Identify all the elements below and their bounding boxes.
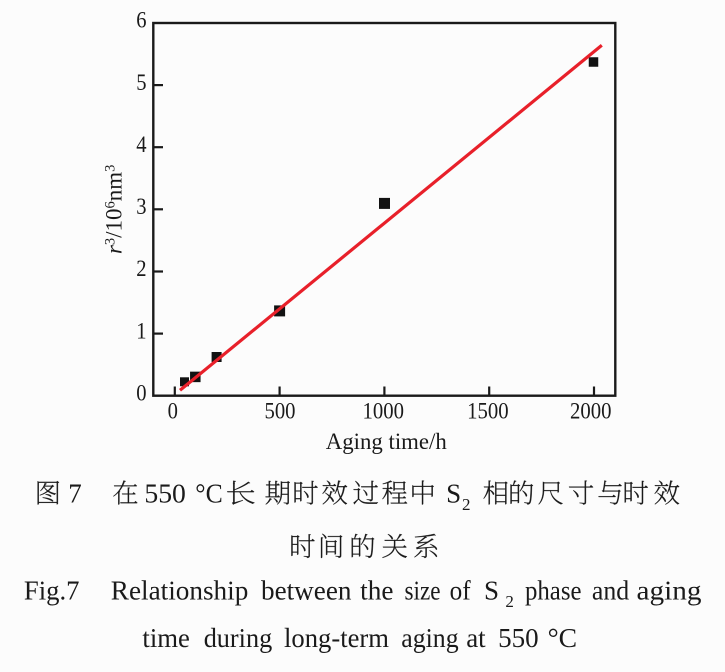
svg-text:of: of — [450, 576, 471, 606]
svg-text:1500: 1500 — [467, 398, 509, 424]
svg-text:aging: aging — [637, 576, 702, 606]
svg-text:°C: °C — [548, 623, 578, 653]
svg-text:the: the — [360, 576, 393, 606]
svg-text:S: S — [484, 576, 499, 606]
svg-text:7: 7 — [68, 479, 82, 509]
svg-text:1: 1 — [136, 318, 146, 344]
svg-text:2: 2 — [136, 256, 146, 282]
svg-text:at: at — [466, 623, 486, 653]
svg-text:°C: °C — [195, 479, 222, 509]
svg-text:4: 4 — [136, 132, 147, 158]
svg-text:2: 2 — [462, 495, 471, 514]
svg-text:long-term: long-term — [284, 623, 389, 653]
svg-text:2: 2 — [505, 592, 514, 611]
svg-text:aging: aging — [401, 623, 458, 653]
svg-text:550: 550 — [498, 623, 538, 653]
svg-text:between: between — [261, 576, 352, 606]
svg-text:0: 0 — [136, 380, 146, 406]
svg-text:during: during — [204, 623, 273, 653]
svg-text:r3/106nm3: r3/106nm3 — [102, 165, 127, 254]
svg-text:2000: 2000 — [570, 398, 612, 424]
svg-text:3: 3 — [136, 194, 146, 220]
svg-text:500: 500 — [265, 398, 296, 424]
svg-text:size: size — [405, 576, 441, 606]
svg-text:phase: phase — [525, 576, 582, 606]
svg-text:0: 0 — [168, 398, 178, 424]
svg-text:5: 5 — [136, 70, 146, 96]
svg-text:time: time — [142, 623, 190, 653]
svg-text:Fig.7: Fig.7 — [24, 576, 80, 606]
svg-text:550: 550 — [144, 479, 186, 509]
svg-text:1000: 1000 — [362, 398, 404, 424]
svg-text:Relationship: Relationship — [111, 576, 249, 606]
svg-text:6: 6 — [136, 8, 147, 34]
svg-text:Aging time/h: Aging time/h — [326, 429, 447, 454]
svg-text:and: and — [592, 576, 630, 606]
svg-text:S: S — [446, 479, 461, 509]
